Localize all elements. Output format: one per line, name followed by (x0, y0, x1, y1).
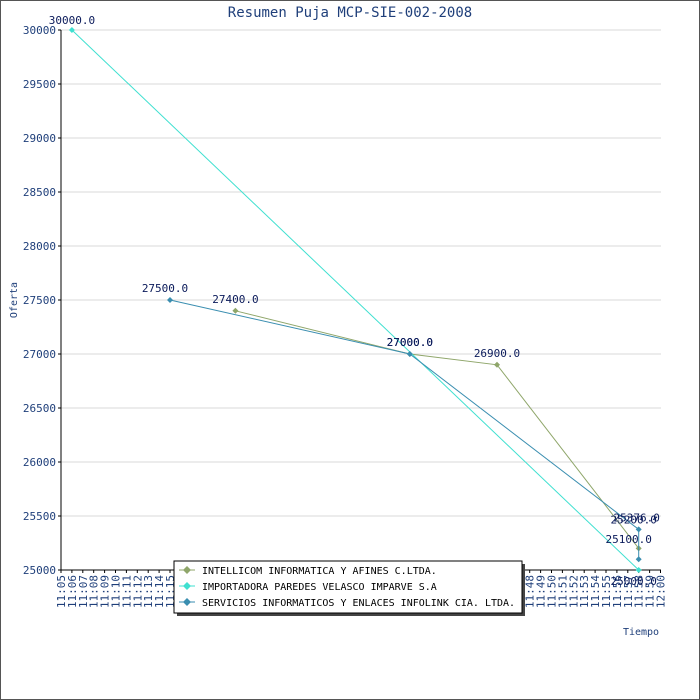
y-tick-label: 25000 (23, 564, 56, 577)
legend-label: SERVICIOS INFORMATICOS Y ENLACES INFOLIN… (202, 598, 515, 609)
y-tick-label: 27500 (23, 294, 56, 307)
data-label: 27000.0 (387, 336, 433, 349)
y-tick-label: 28000 (23, 240, 56, 253)
legend-label: IMPORTADORA PAREDES VELASCO IMPARVE S.A (202, 582, 437, 593)
y-tick-label: 29000 (23, 132, 56, 145)
series-point (635, 526, 642, 533)
legend: INTELLICOM INFORMATICA Y AFINES C.LTDA. I… (173, 560, 525, 616)
data-label: 25000.0 (611, 575, 657, 588)
data-label: 25200.0 (611, 513, 657, 526)
legend-label: INTELLICOM INFORMATICA Y AFINES C.LTDA. (202, 566, 437, 577)
x-tick-label: 11:57 (622, 575, 635, 608)
x-tick-label: 11:59 (644, 575, 657, 608)
x-tick-label: 11:49 (535, 575, 548, 608)
data-label: 27000.0 (387, 336, 433, 349)
y-axis-ticks: 25000 25500 26000 26500 27000 27500 28000 28500… (23, 24, 61, 577)
x-tick-label: 11:11 (120, 575, 133, 608)
x-tick-label: 11:06 (66, 575, 79, 608)
y-tick-label: 27000 (23, 348, 56, 361)
data-label: 25100.0 (606, 533, 652, 546)
x-tick-label: 11:12 (131, 575, 144, 608)
series-line (235, 310, 640, 549)
x-tick-label: 11:10 (110, 575, 123, 608)
x-tick-label: 11:55 (600, 575, 613, 608)
series-point (232, 307, 239, 314)
legend-marker (183, 598, 191, 606)
chart-title: Resumen Puja MCP-SIE-002-2008 (228, 5, 472, 21)
data-labels: 27400.0 27000.0 26900.0 25200.0 30000.0 25000… (49, 14, 660, 588)
series-point (635, 556, 642, 563)
x-tick-label: 11:14 (153, 575, 166, 608)
data-label: 27500.0 (142, 282, 188, 295)
x-tick-label: 11:54 (589, 575, 602, 608)
x-tick-label: 12:00 (655, 575, 668, 608)
x-tick-label: 11:50 (546, 575, 559, 608)
data-label: 27400.0 (212, 293, 258, 306)
y-tick-label: 25500 (23, 510, 56, 523)
legend-marker (183, 566, 191, 574)
x-tick-label: 11:07 (77, 575, 90, 608)
x-tick-label: 11:56 (611, 575, 624, 608)
x-tick-label: 11:05 (55, 575, 68, 608)
grid (61, 29, 661, 517)
y-tick-label: 26500 (23, 402, 56, 415)
x-tick-label: 11:09 (99, 575, 112, 608)
series (68, 27, 642, 573)
series-line (71, 29, 640, 571)
series-point (167, 297, 173, 303)
x-tick-label: 11:48 (524, 575, 537, 608)
series-point (406, 351, 413, 357)
x-tick-label: 11:08 (88, 575, 101, 608)
series-point (494, 361, 500, 368)
legend-box (173, 560, 523, 614)
x-tick-label: 11:51 (556, 575, 569, 608)
series-line (169, 299, 640, 560)
legend-marker (183, 582, 191, 590)
y-axis-label: Oferta (9, 282, 20, 318)
x-tick-label: 11:52 (567, 575, 580, 608)
data-label: 30000.0 (49, 14, 95, 27)
x-tick-label: 11:13 (142, 575, 155, 608)
data-label: 26900.0 (474, 347, 520, 360)
x-axis-label: Tiempo (623, 627, 659, 638)
y-tick-label: 26000 (23, 456, 56, 469)
series-point (635, 567, 642, 573)
y-tick-label: 30000 (23, 24, 56, 37)
series-point (68, 27, 75, 33)
data-label: 25376.0 (614, 511, 660, 524)
y-tick-label: 29500 (23, 78, 56, 91)
x-tick-label: 11:58 (633, 575, 646, 608)
legend-items: INTELLICOM INFORMATICA Y AFINES C.LTDA. I… (179, 566, 515, 609)
y-tick-label: 28500 (23, 186, 56, 199)
x-tick-label: 11:53 (578, 575, 591, 608)
